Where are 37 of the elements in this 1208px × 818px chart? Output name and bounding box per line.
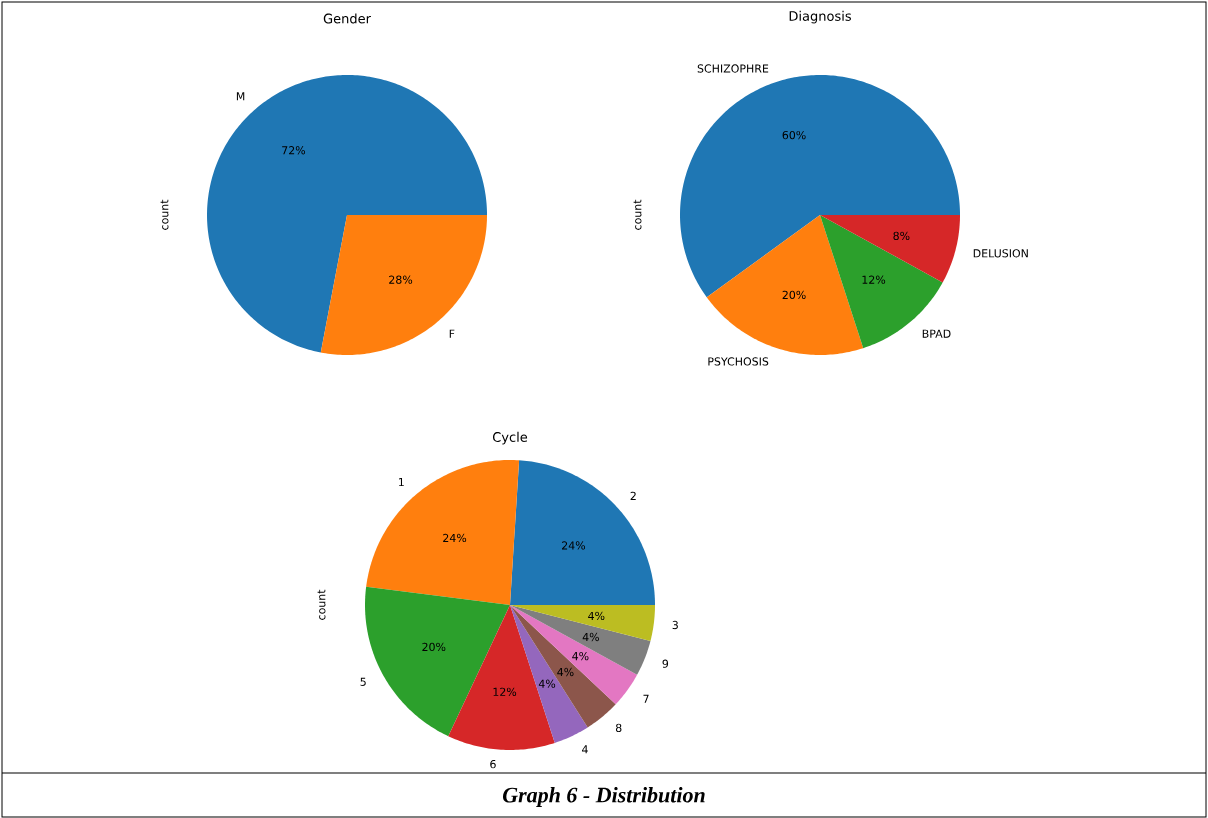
slice-label: 4 <box>581 745 588 754</box>
data-label: 12% <box>862 275 886 284</box>
data-label: 60% <box>782 130 806 140</box>
data-label: 4% <box>582 632 599 642</box>
data-label: 24% <box>443 533 467 543</box>
data-label: 24% <box>562 541 586 550</box>
slice-label: F <box>449 329 455 338</box>
slice-label: PSYCHOSIS <box>708 357 769 366</box>
slice-label: SCHIZOPHRE <box>697 64 769 73</box>
text: count <box>160 199 169 230</box>
slice-label: M <box>236 92 245 101</box>
data-label: 4% <box>538 679 556 688</box>
data-label: 72% <box>282 146 306 155</box>
data-label: 4% <box>588 611 605 621</box>
data-label: 4% <box>572 651 589 661</box>
slice-label: BPAD <box>922 329 951 338</box>
slice-label: 6 <box>490 760 496 769</box>
data-label: 20% <box>422 642 446 652</box>
data-label: 12% <box>493 687 517 696</box>
chart-title: Diagnosis <box>789 10 851 24</box>
slice-label: 1 <box>399 478 404 487</box>
chart-title: Gender <box>323 13 371 24</box>
data-label: 8% <box>893 231 910 241</box>
data-label: 4% <box>557 667 574 677</box>
slice-label: 2 <box>630 491 636 500</box>
text: Graph 6 - Distribution <box>502 787 705 807</box>
slice-label: DELUSION <box>973 249 1028 258</box>
slice-label: 8 <box>615 723 622 733</box>
text: count <box>633 199 642 230</box>
slice-label: 9 <box>662 659 669 668</box>
data-label: 20% <box>782 290 806 300</box>
slice-label: 7 <box>643 694 649 703</box>
text: count <box>317 589 326 620</box>
slice-label: 5 <box>360 677 366 686</box>
chart-title: Cycle <box>492 431 528 445</box>
slice-label: 3 <box>672 620 678 630</box>
data-label: 28% <box>389 275 413 284</box>
